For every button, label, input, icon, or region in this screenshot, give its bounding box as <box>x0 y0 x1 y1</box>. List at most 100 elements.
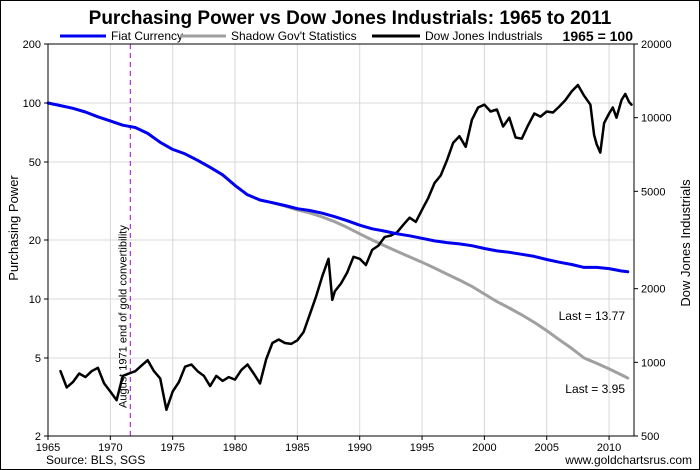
data-point <box>396 233 398 235</box>
data-point <box>458 279 461 281</box>
data-point <box>514 136 517 139</box>
data-point <box>178 381 180 383</box>
data-point <box>496 250 498 252</box>
data-point <box>84 111 87 113</box>
base-note: 1965 = 100 <box>563 28 634 44</box>
data-point <box>134 370 137 373</box>
data-point <box>564 99 567 101</box>
data-point <box>234 378 236 381</box>
data-point <box>390 234 392 237</box>
data-point <box>508 251 511 254</box>
data-point <box>103 382 105 385</box>
data-point <box>315 295 317 298</box>
data-point <box>122 375 124 377</box>
x-tick-label: 2005 <box>534 442 558 454</box>
y-tick-label: 50 <box>29 157 41 169</box>
data-point <box>608 267 610 270</box>
data-point <box>608 368 610 370</box>
data-point <box>159 377 161 380</box>
plot-frame <box>47 43 635 437</box>
data-point <box>545 110 548 113</box>
data-point <box>371 239 374 241</box>
data-point <box>477 106 479 109</box>
data-point <box>483 293 486 295</box>
data-point <box>358 233 361 235</box>
data-point <box>196 370 199 373</box>
data-point <box>427 197 430 199</box>
y-axis-label: Purchasing Power <box>6 175 21 281</box>
data-point <box>408 256 411 258</box>
data-point <box>545 258 548 261</box>
data-point <box>302 331 305 333</box>
legend-label-fiat: Fiat Currency <box>111 29 183 43</box>
data-point <box>627 271 629 273</box>
x-tick-label: 1980 <box>223 442 247 454</box>
data-point <box>146 132 149 135</box>
data-point <box>84 376 87 378</box>
data-point <box>190 363 193 366</box>
data-point <box>321 212 324 214</box>
data-point <box>521 314 523 316</box>
data-point <box>383 244 386 247</box>
data-point <box>496 300 498 303</box>
data-point <box>334 290 336 293</box>
data-point <box>221 380 224 382</box>
data-point <box>284 204 286 207</box>
data-point <box>570 347 573 350</box>
data-point <box>533 112 536 115</box>
y-tick-label: 2 <box>35 431 41 443</box>
data-point <box>72 107 74 110</box>
x-tick-label: 1970 <box>98 442 122 454</box>
data-point <box>371 228 374 230</box>
data-point <box>421 209 423 211</box>
data-point <box>78 372 80 375</box>
data-point <box>593 134 595 136</box>
data-point <box>599 151 602 154</box>
x-tick-label: 2010 <box>597 442 621 454</box>
data-point <box>59 104 62 107</box>
data-point <box>433 182 436 184</box>
data-point <box>595 143 598 145</box>
data-point <box>595 362 598 365</box>
data-point <box>620 99 623 101</box>
data-point <box>539 115 542 118</box>
series-line <box>270 201 630 380</box>
data-point <box>630 103 633 106</box>
data-point <box>471 119 473 121</box>
data-point <box>433 267 436 269</box>
x-tick-label: 1985 <box>285 442 309 454</box>
y2-axis-label: Dow Jones Industrials <box>678 179 693 307</box>
data-point <box>153 370 155 373</box>
data-point <box>471 244 473 247</box>
data-point <box>464 146 467 148</box>
source-note: Source: BLS, SGS <box>46 453 145 467</box>
data-point <box>209 385 211 387</box>
data-point <box>489 110 492 113</box>
data-point <box>446 241 448 244</box>
data-point <box>97 116 99 118</box>
data-point <box>620 270 623 272</box>
x-axis-ticks: 1965 1970 1975 1980 1985 1990 1995 2000 2005 2010 <box>36 436 621 454</box>
data-point <box>577 84 579 86</box>
data-point <box>184 365 186 368</box>
data-point <box>165 409 168 411</box>
chart-title: Purchasing Power vs Dow Jones Industrial… <box>89 8 612 29</box>
series-shadow-gov-t-statistics <box>270 201 630 380</box>
series-dow-jones-industrials <box>59 83 633 412</box>
data-point <box>352 255 355 258</box>
data-point <box>508 116 511 119</box>
data-point <box>365 264 367 266</box>
data-point <box>521 137 523 140</box>
data-point <box>240 369 243 371</box>
data-point <box>259 199 261 201</box>
x-tick-label: 1990 <box>347 442 371 454</box>
y2-tick-label: 5000 <box>641 186 665 198</box>
series-fiat-currency <box>46 101 630 274</box>
y2-axis-ticks: 500 1000 2000 5000 10000 20000 <box>634 39 672 443</box>
data-point <box>128 372 130 375</box>
data-point <box>309 209 311 212</box>
data-point <box>277 338 280 341</box>
data-point <box>203 375 205 377</box>
